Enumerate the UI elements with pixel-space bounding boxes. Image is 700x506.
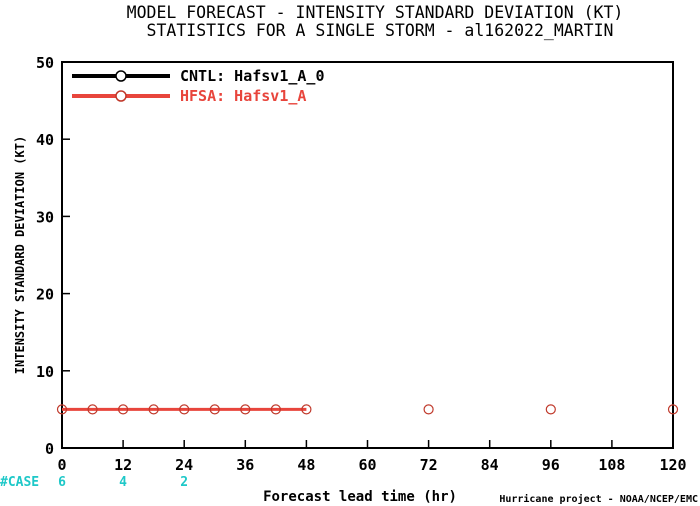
y-tick-label: 20 bbox=[36, 286, 54, 304]
data-point bbox=[667, 404, 679, 415]
x-tick-label: 0 bbox=[57, 456, 66, 474]
data-point bbox=[209, 404, 220, 415]
plot-frame bbox=[61, 61, 674, 449]
legend-marker-1 bbox=[115, 90, 127, 102]
legend-marker-0 bbox=[115, 70, 127, 82]
data-point bbox=[545, 404, 556, 415]
x-tick-label: 108 bbox=[598, 456, 625, 474]
chart-title-line1: MODEL FORECAST - INTENSITY STANDARD DEVI… bbox=[127, 3, 624, 22]
x-axis-label: Forecast lead time (hr) bbox=[263, 489, 457, 505]
x-tick-label: 36 bbox=[236, 456, 254, 474]
legend: CNTL: Hafsv1_A_0 HFSA: Hafsv1_A bbox=[72, 67, 325, 105]
x-tick-label: 72 bbox=[420, 456, 438, 474]
data-point bbox=[423, 404, 434, 415]
y-tick-label: 50 bbox=[36, 54, 54, 72]
x-tick-label: 60 bbox=[358, 456, 376, 474]
y-tick-label: 30 bbox=[36, 208, 54, 226]
case-count: 2 bbox=[180, 475, 188, 490]
chart-title-line2: STATISTICS FOR A SINGLE STORM - al162022… bbox=[147, 21, 614, 40]
data-point bbox=[148, 404, 159, 415]
case-counts: #CASE 6 4 2 bbox=[0, 475, 188, 490]
data-point bbox=[179, 404, 190, 415]
credit-text: Hurricane project - NOAA/NCEP/EMC bbox=[499, 493, 698, 505]
legend-label-0: CNTL: Hafsv1_A_0 bbox=[180, 67, 325, 85]
x-tick-label: 12 bbox=[114, 456, 132, 474]
data-marks bbox=[56, 404, 679, 415]
legend-label-1: HFSA: Hafsv1_A bbox=[180, 87, 306, 105]
x-tick-label: 120 bbox=[659, 456, 686, 474]
data-point bbox=[240, 404, 251, 415]
y-tick-label: 10 bbox=[36, 363, 54, 381]
data-point bbox=[56, 404, 68, 415]
x-tick-label: 96 bbox=[542, 456, 560, 474]
case-label: #CASE bbox=[0, 475, 39, 490]
data-point bbox=[270, 404, 281, 415]
y-tick-label: 40 bbox=[36, 131, 54, 149]
data-point bbox=[117, 404, 129, 415]
x-tick-label: 48 bbox=[297, 456, 315, 474]
x-tick-label: 84 bbox=[481, 456, 499, 474]
data-point bbox=[301, 404, 312, 415]
y-axis-label: INTENSITY STANDARD DEVIATION (KT) bbox=[13, 136, 27, 374]
case-count: 4 bbox=[119, 475, 127, 490]
plot-area: 0 12 24 36 48 60 72 84 96 108 120 0 10 20 30 40 50 bbox=[36, 54, 687, 474]
data-point bbox=[87, 404, 98, 415]
case-count: 6 bbox=[58, 475, 66, 490]
y-tick-label: 0 bbox=[45, 440, 54, 458]
x-tick-label: 24 bbox=[175, 456, 193, 474]
